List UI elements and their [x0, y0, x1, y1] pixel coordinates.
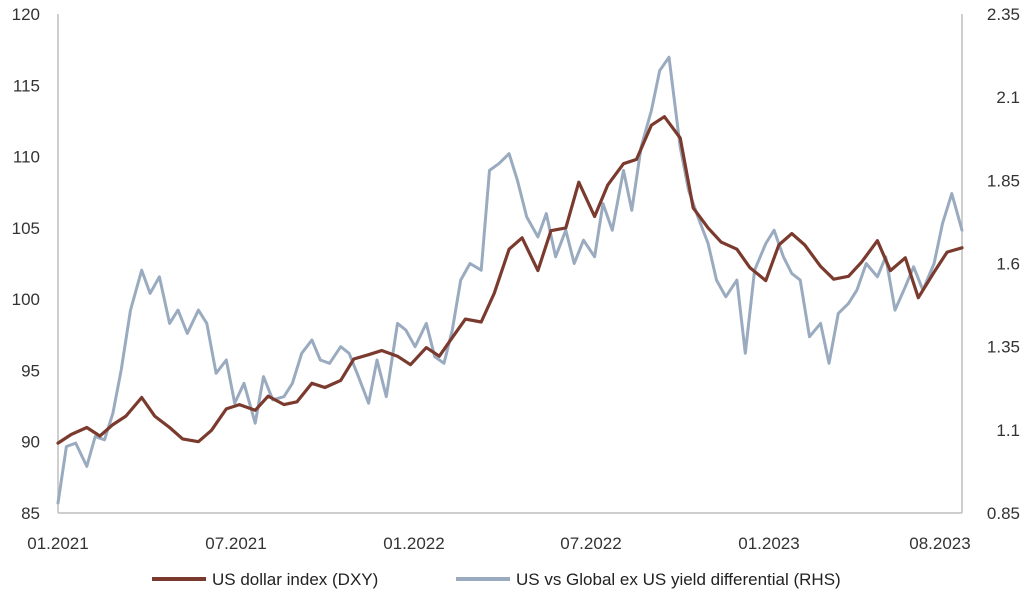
right-tick-label: 0.85 [987, 504, 1020, 523]
x-tick-label: 07.2021 [205, 534, 266, 553]
axes [57, 14, 963, 514]
left-tick-label: 90 [21, 433, 40, 452]
x-tick-label: 01.2021 [27, 534, 88, 553]
left-tick-label: 120 [12, 5, 40, 24]
legend-label-yield-differential: US vs Global ex US yield differential (R… [516, 570, 841, 589]
right-tick-label: 1.35 [987, 338, 1020, 357]
right-tick-label: 1.1 [996, 421, 1020, 440]
left-tick-label: 95 [21, 361, 40, 380]
right-tick-label: 2.1 [996, 88, 1020, 107]
x-tick-label: 08.2023 [909, 534, 970, 553]
series-line-dxy [56, 115, 964, 445]
x-tick-label: 01.2023 [738, 534, 799, 553]
series-line-yield-differential [56, 55, 964, 505]
legend-label-dxy: US dollar index (DXY) [212, 570, 378, 589]
left-tick-label: 105 [12, 219, 40, 238]
left-tick-label: 85 [21, 504, 40, 523]
right-axis-ticks: 2.35 2.1 1.85 1.6 1.35 1.1 0.85 [987, 5, 1020, 523]
x-tick-label: 01.2022 [383, 534, 444, 553]
left-tick-label: 100 [12, 290, 40, 309]
x-axis-ticks: 01.2021 07.2021 01.2022 07.2022 01.2023 08.20… [27, 534, 970, 553]
left-tick-label: 110 [13, 148, 40, 167]
legend: US dollar index (DXY) US vs Global ex US… [152, 570, 841, 589]
right-tick-label: 2.35 [987, 5, 1020, 24]
left-axis-ticks: 120 115 110 105 100 95 90 85 [12, 5, 40, 523]
series-lines [56, 55, 964, 505]
left-tick-label: 115 [13, 76, 40, 95]
right-tick-label: 1.6 [996, 255, 1020, 274]
x-tick-label: 07.2022 [560, 534, 621, 553]
right-tick-label: 1.85 [987, 171, 1020, 190]
